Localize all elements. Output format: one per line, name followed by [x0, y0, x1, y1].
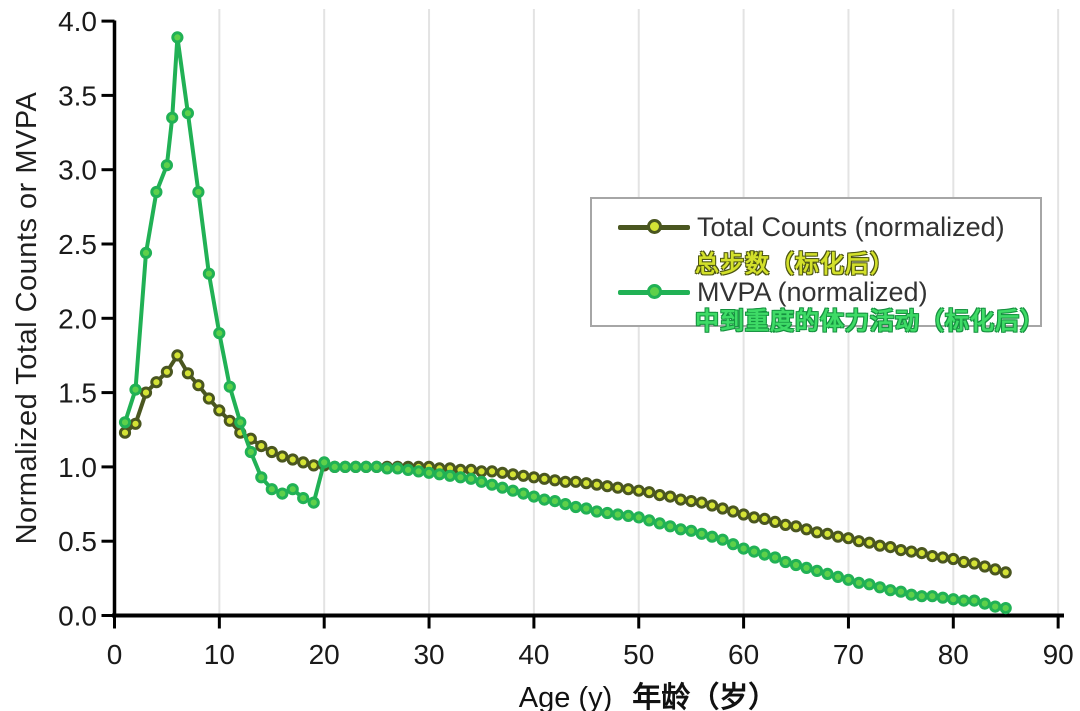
x-axis-tick-labels: 0 10 20 30 40 50 60 70 80 90	[107, 639, 1074, 670]
legend-marker-total-counts-icon	[647, 219, 662, 234]
legend-item-total-counts: Total Counts (normalized)	[592, 212, 1005, 242]
legend-item-mvpa: MVPA (normalized)	[592, 277, 928, 307]
x-axis-label: Age (y) 年龄（岁）	[328, 674, 968, 711]
x-axis-label-zh: 年龄（岁）	[632, 682, 778, 711]
svg-text:40: 40	[518, 639, 549, 670]
legend-label-total-counts: Total Counts (normalized)	[697, 211, 1005, 242]
svg-text:0: 0	[107, 639, 123, 670]
svg-text:1.5: 1.5	[58, 378, 97, 409]
legend-label-mvpa: MVPA (normalized)	[697, 276, 928, 307]
svg-text:0.0: 0.0	[58, 601, 97, 632]
legend-swatch-total-counts	[618, 219, 690, 235]
svg-text:3.5: 3.5	[58, 80, 97, 111]
series-mvpa	[118, 31, 1012, 615]
svg-text:2.5: 2.5	[58, 229, 97, 260]
svg-text:50: 50	[623, 639, 654, 670]
y-axis-tick-labels: 0.0 0.5 1.0 1.5 2.0 2.5 3.0 3.5 4.0	[58, 6, 97, 631]
svg-text:60: 60	[728, 639, 759, 670]
svg-text:70: 70	[833, 639, 864, 670]
legend-sublabel-total-counts-zh: 总步数（标化后）	[695, 251, 895, 278]
legend-marker-mvpa-icon	[647, 284, 662, 299]
svg-text:3.0: 3.0	[58, 155, 97, 186]
svg-text:30: 30	[413, 639, 444, 670]
svg-text:80: 80	[938, 639, 969, 670]
axes	[101, 19, 1064, 629]
svg-text:90: 90	[1043, 639, 1074, 670]
svg-text:0.5: 0.5	[58, 526, 97, 557]
legend-sublabel-mvpa-zh: 中到重度的体力活动（标化后）	[695, 308, 1045, 335]
svg-text:4.0: 4.0	[58, 6, 97, 37]
svg-text:10: 10	[204, 639, 235, 670]
y-axis-title: Normalized Total Counts or MVPA	[11, 91, 43, 545]
svg-text:1.0: 1.0	[58, 452, 97, 483]
legend: Total Counts (normalized) 总步数（标化后） MVPA …	[590, 197, 1044, 335]
svg-text:20: 20	[309, 639, 340, 670]
legend-swatch-mvpa	[618, 284, 690, 300]
x-axis-label-en: Age (y)	[518, 682, 613, 711]
svg-text:2.0: 2.0	[58, 303, 97, 334]
